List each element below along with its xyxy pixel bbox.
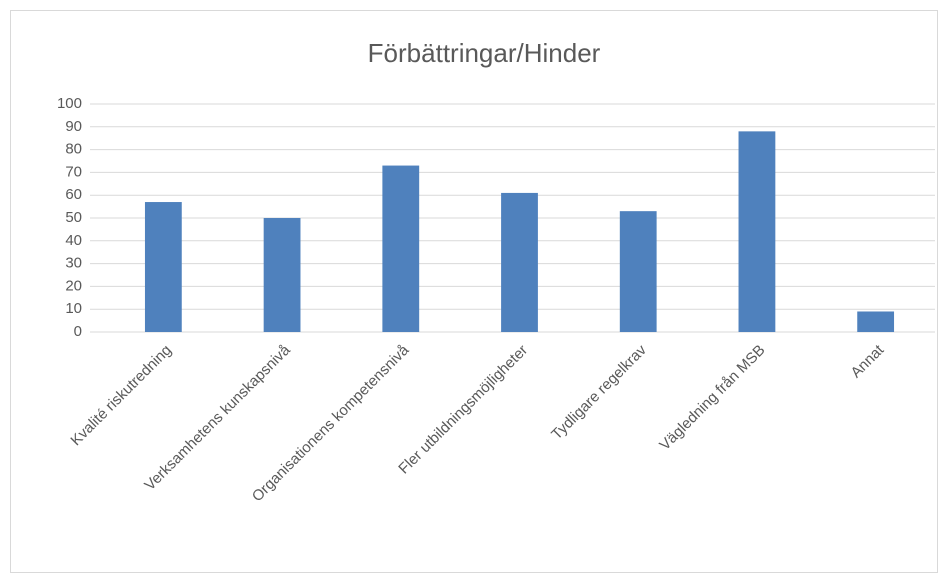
y-tick-label: 20: [65, 277, 82, 294]
y-tick-label: 90: [65, 118, 82, 135]
y-tick-label: 80: [65, 141, 82, 158]
bar: [382, 165, 420, 332]
y-tick-label: 30: [65, 255, 82, 272]
y-tick-label: 70: [65, 163, 82, 180]
bar: [857, 311, 895, 332]
y-tick-label: 50: [65, 209, 82, 226]
bar: [619, 211, 657, 332]
bar: [263, 218, 301, 332]
y-tick-label: 10: [65, 300, 82, 317]
chart-title: Förbättringar/Hinder: [368, 38, 601, 68]
bar: [144, 202, 182, 332]
bar: [501, 192, 538, 332]
y-tick-label: 60: [65, 186, 82, 203]
y-tick-label: 0: [74, 323, 82, 340]
bar: [738, 131, 776, 332]
y-tick-label: 100: [57, 95, 82, 112]
y-tick-label: 40: [65, 232, 82, 249]
